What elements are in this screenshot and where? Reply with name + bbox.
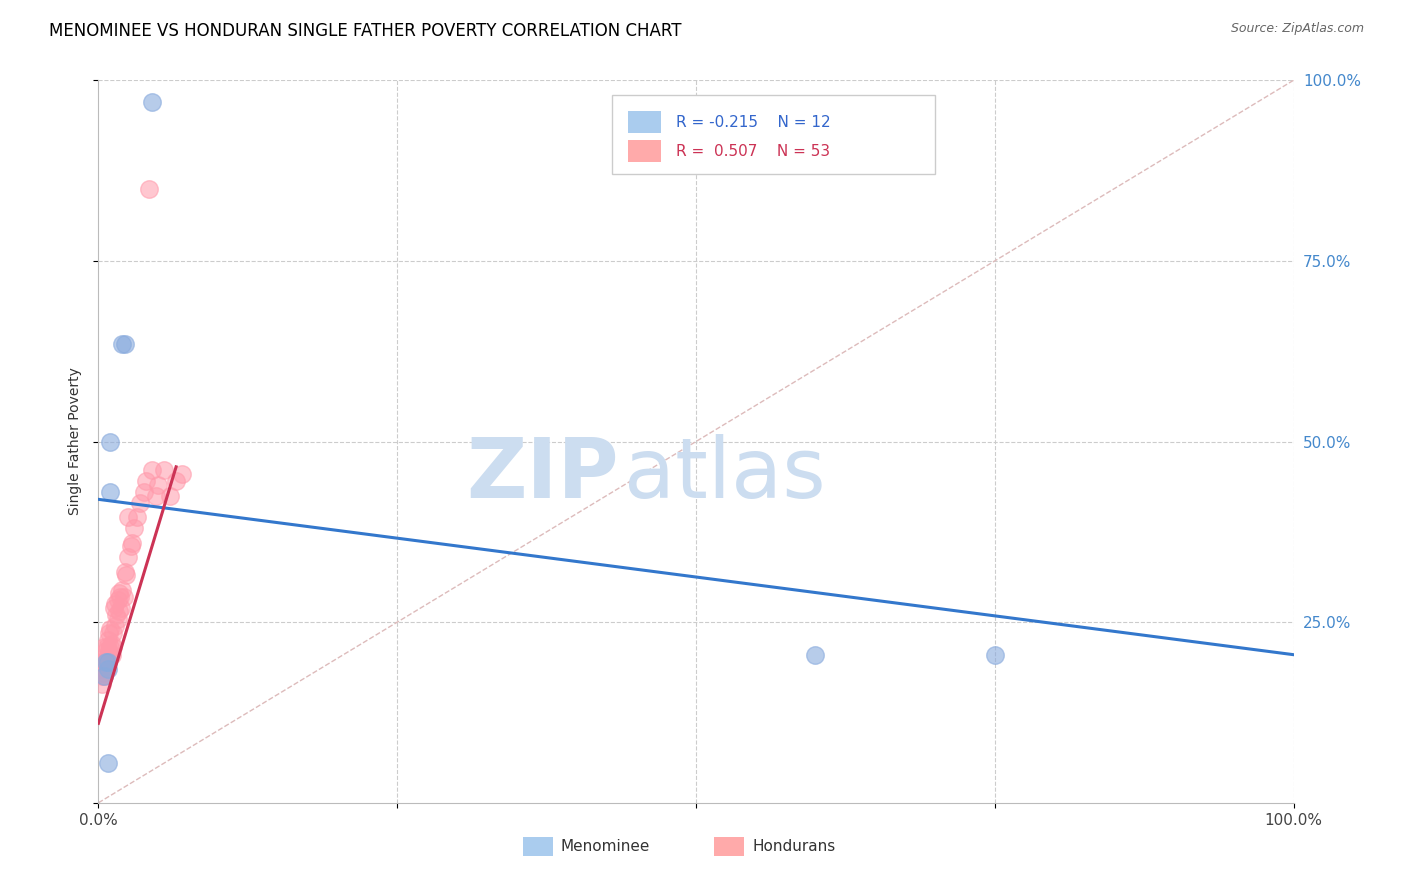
Point: [98, 434, 122, 449]
Text: R =  0.507    N = 53: R = 0.507 N = 53: [676, 144, 830, 159]
Point: [105, 607, 128, 622]
Point: [101, 640, 124, 655]
Point: [104, 619, 127, 633]
Point: [91, 669, 114, 683]
Point: [103, 600, 125, 615]
Point: [111, 337, 134, 351]
Point: [135, 475, 157, 489]
Point: [107, 593, 129, 607]
Point: [129, 496, 152, 510]
Point: [804, 648, 827, 662]
Point: [108, 590, 131, 604]
Point: [97, 633, 120, 648]
Point: [141, 95, 163, 109]
Point: [984, 648, 1007, 662]
Point: [138, 182, 160, 196]
Point: [101, 626, 124, 640]
Text: ZIP: ZIP: [465, 434, 619, 515]
Point: [111, 582, 134, 597]
Point: [117, 510, 139, 524]
Point: [125, 510, 148, 524]
Point: [141, 463, 163, 477]
Point: [98, 626, 121, 640]
Point: [110, 600, 132, 615]
Point: [98, 623, 122, 637]
FancyBboxPatch shape: [523, 838, 553, 855]
Point: [145, 489, 167, 503]
Text: atlas: atlas: [624, 434, 825, 515]
Point: [94, 644, 117, 658]
Point: [107, 611, 129, 625]
Point: [100, 648, 122, 662]
Point: [114, 565, 136, 579]
Point: [97, 662, 120, 676]
Point: [98, 485, 122, 500]
Point: [94, 655, 117, 669]
Point: [93, 655, 115, 669]
Point: [100, 637, 122, 651]
Point: [112, 590, 135, 604]
Point: [148, 478, 170, 492]
Point: [91, 665, 114, 680]
Point: [114, 337, 136, 351]
Point: [107, 586, 129, 600]
Point: [93, 669, 115, 683]
Point: [94, 655, 117, 669]
Point: [120, 539, 142, 553]
Point: [97, 655, 120, 669]
Point: [96, 640, 118, 655]
Point: [91, 676, 114, 690]
Text: Hondurans: Hondurans: [752, 838, 835, 854]
Point: [159, 489, 181, 503]
Point: [97, 756, 120, 770]
Point: [153, 463, 176, 477]
Y-axis label: Single Father Poverty: Single Father Poverty: [69, 368, 83, 516]
FancyBboxPatch shape: [613, 95, 935, 174]
Text: MENOMINEE VS HONDURAN SINGLE FATHER POVERTY CORRELATION CHART: MENOMINEE VS HONDURAN SINGLE FATHER POVE…: [49, 22, 682, 40]
Point: [98, 640, 122, 655]
Text: R = -0.215    N = 12: R = -0.215 N = 12: [676, 115, 831, 129]
FancyBboxPatch shape: [628, 140, 661, 162]
Point: [104, 597, 127, 611]
Point: [91, 662, 114, 676]
Text: Menominee: Menominee: [561, 838, 651, 854]
Point: [121, 535, 143, 549]
FancyBboxPatch shape: [628, 112, 661, 133]
Point: [96, 655, 118, 669]
Point: [165, 475, 187, 489]
Point: [91, 655, 114, 669]
Point: [107, 604, 129, 618]
Point: [93, 640, 115, 655]
Text: Source: ZipAtlas.com: Source: ZipAtlas.com: [1230, 22, 1364, 36]
Point: [172, 467, 194, 481]
Point: [98, 644, 121, 658]
Point: [93, 669, 115, 683]
Point: [124, 521, 146, 535]
Point: [117, 550, 139, 565]
Point: [115, 568, 138, 582]
FancyBboxPatch shape: [714, 838, 744, 855]
Point: [97, 648, 120, 662]
Point: [132, 485, 155, 500]
